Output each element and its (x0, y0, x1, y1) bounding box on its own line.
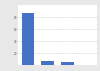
Bar (41, 61, 54, 65)
Bar (22, 13, 34, 65)
Bar (61, 62, 74, 65)
